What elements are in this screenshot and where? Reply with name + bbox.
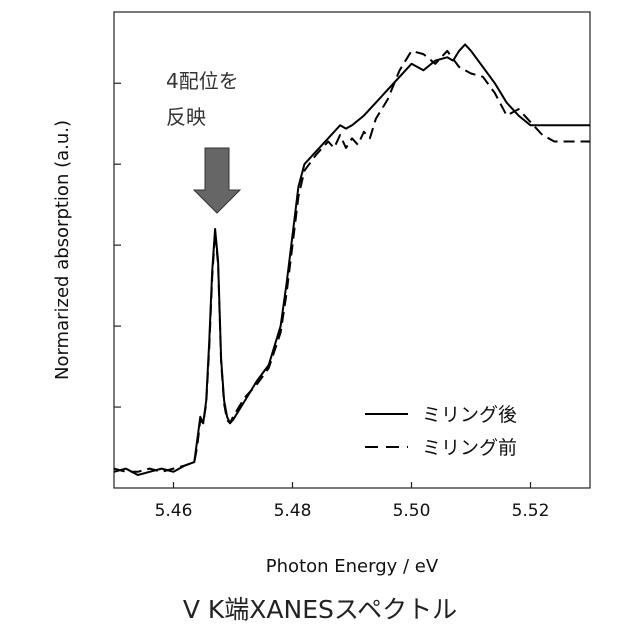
annotation-line1: 4配位を (166, 69, 239, 93)
annotation: 4配位を 反映 (166, 69, 240, 213)
x-axis-label: Photon Energy / eV (266, 556, 439, 577)
y-axis-label: Normarized absorption (a.u.) (52, 120, 73, 380)
x-tick-label: 5.52 (512, 501, 550, 521)
figure: 5.46 5.48 5.50 5.52 4配位を 反映 ミリング後 ミリング前 Pho… (0, 0, 640, 640)
annotation-line2: 反映 (166, 105, 206, 129)
x-tick-label: 5.46 (155, 501, 193, 521)
legend-label-before: ミリング前 (422, 437, 517, 459)
legend-label-after: ミリング後 (422, 404, 517, 426)
figure-caption: V K端XANESスペクトル (183, 595, 457, 624)
xanes-chart: 5.46 5.48 5.50 5.52 4配位を 反映 ミリング後 ミリング前 Pho… (0, 0, 640, 640)
legend: ミリング後 ミリング前 (365, 404, 517, 459)
x-tick-label: 5.50 (393, 501, 431, 521)
x-tick-label: 5.48 (274, 501, 312, 521)
down-arrow-icon (194, 148, 240, 213)
y-ticks (114, 83, 121, 407)
